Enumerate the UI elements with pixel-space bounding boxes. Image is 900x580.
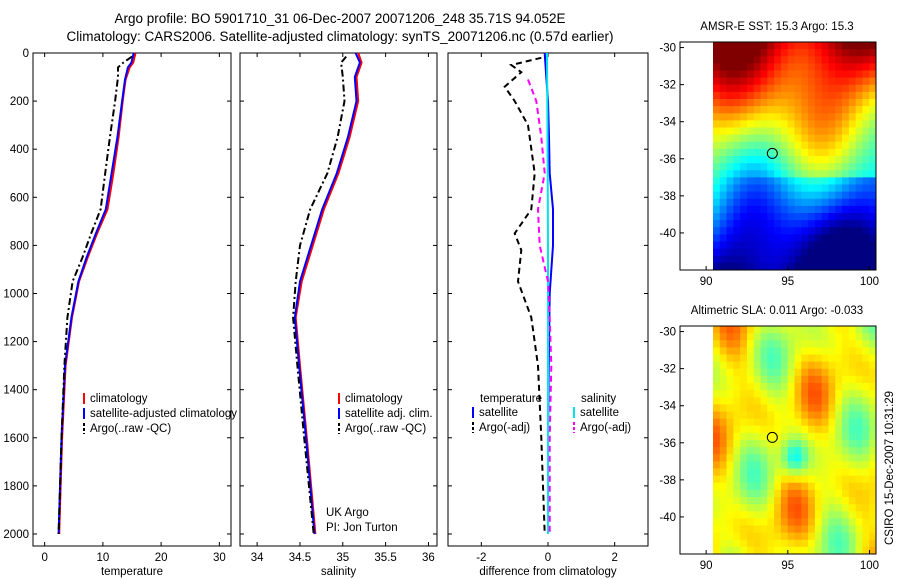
credit-text: UK Argo (326, 507, 369, 519)
legend-title: salinity (581, 393, 616, 405)
legend-label: Argo(..raw -QC) (90, 423, 171, 435)
y-tick-label: -40 (659, 512, 676, 524)
salinity-panel (239, 52, 438, 547)
legend-title: temperature (480, 393, 542, 405)
sla-map-panel: Altimetric SLA: 0.011 Argo: -0.033 (679, 305, 877, 555)
plot-title-line1: Argo profile: BO 5901710_31 06-Dec-2007 … (114, 11, 566, 26)
y-tick-label: -36 (659, 154, 676, 166)
x-axis-label: salinity (321, 566, 356, 578)
y-tick-label: -40 (659, 228, 676, 240)
y-tick-label: 600 (10, 192, 29, 204)
x-tick-label: 35.5 (374, 552, 396, 564)
y-tick-label: -34 (659, 117, 676, 129)
x-tick-label: -2 (476, 552, 486, 564)
x-tick-label: 0 (41, 552, 47, 564)
timestamp-stamp: CSIRO 15-Dec-2007 10:31:29 (884, 391, 896, 545)
x-tick-label: 90 (700, 560, 713, 572)
x-tick-label: 95 (781, 560, 794, 572)
legend-label: climatology (90, 393, 148, 405)
legend-label: satellite-adjusted climatology (90, 408, 237, 420)
argo-position-marker (766, 147, 778, 159)
sla-field-heatmap (713, 326, 876, 554)
y-tick-label: -30 (659, 327, 676, 339)
sst-map-title: AMSR-E SST: 15.3 Argo: 15.3 (700, 21, 853, 33)
series-line (527, 79, 553, 534)
x-tick-label: 100 (860, 276, 879, 288)
legend-label: satellite (479, 407, 518, 419)
series-line (293, 52, 361, 535)
x-axis-label: difference from climatology (479, 566, 616, 578)
x-tick-label: 95 (781, 276, 794, 288)
legend-label: Argo(..raw -QC) (345, 423, 426, 435)
x-tick-label: 35 (336, 552, 349, 564)
sst-field-heatmap (713, 42, 876, 270)
pi-text: PI: Jon Turton (326, 522, 398, 534)
sst-map-panel: AMSR-E SST: 15.3 Argo: 15.3 (679, 21, 877, 271)
legend-label: satellite adj. clim. (345, 408, 433, 420)
y-tick-label: -38 (659, 475, 676, 487)
y-tick-label: 1400 (3, 385, 29, 397)
series-line (503, 56, 546, 535)
x-tick-label: 34 (251, 552, 264, 564)
legend-label: climatology (345, 393, 403, 405)
legend-label: Argo(-adj) (580, 422, 631, 434)
plot-title-line2: Climatology: CARS2006. Satellite-adjuste… (66, 29, 614, 44)
series-line (57, 55, 133, 535)
y-tick-label: -36 (659, 438, 676, 450)
y-tick-label: 400 (10, 144, 29, 156)
x-tick-label: 36 (422, 552, 435, 564)
series-line (57, 52, 135, 535)
series-line (546, 52, 549, 534)
y-tick-label: 200 (10, 96, 29, 108)
y-tick-label: 2000 (3, 529, 29, 541)
y-tick-label: 1600 (3, 433, 29, 445)
argo-position-marker (766, 431, 778, 443)
temperature-panel (32, 52, 232, 547)
x-tick-label: 0 (545, 552, 551, 564)
x-tick-label: 10 (96, 552, 109, 564)
y-tick-label: -30 (659, 43, 676, 55)
y-tick-label: 1000 (3, 288, 29, 300)
x-tick-label: 90 (700, 276, 713, 288)
y-tick-label: -38 (659, 191, 676, 203)
series-line (292, 55, 347, 535)
sla-map-title: Altimetric SLA: 0.011 Argo: -0.033 (691, 305, 863, 317)
y-tick-label: 800 (10, 240, 29, 252)
y-tick-label: 1800 (3, 481, 29, 493)
x-tick-label: 34.5 (289, 552, 311, 564)
y-tick-label: 1200 (3, 337, 29, 349)
x-tick-label: 30 (213, 552, 226, 564)
y-tick-label: -34 (659, 401, 676, 413)
x-tick-label: 2 (611, 552, 617, 564)
y-tick-label: 0 (23, 48, 29, 60)
y-tick-label: -32 (659, 364, 676, 376)
legend-label: satellite (580, 407, 619, 419)
x-tick-label: 100 (860, 560, 879, 572)
x-tick-label: 20 (155, 552, 168, 564)
y-tick-label: -32 (659, 80, 676, 92)
x-axis-label: temperature (101, 566, 163, 578)
legend-label: Argo(-adj) (479, 422, 530, 434)
